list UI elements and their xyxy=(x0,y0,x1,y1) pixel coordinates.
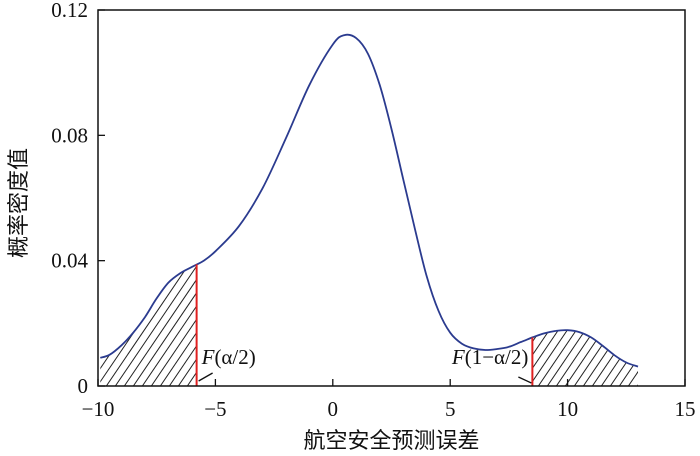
x-axis: −10 −5 0 5 10 15 xyxy=(82,379,696,421)
hatch-line-right xyxy=(655,246,700,386)
hatch-line-right xyxy=(532,330,625,386)
hatch-line-right xyxy=(609,330,638,386)
annotation-leader-right xyxy=(518,376,532,384)
annotation-left: F(α/2) xyxy=(201,345,256,369)
y-tick-label: 0.04 xyxy=(51,249,88,273)
hatch-line-right xyxy=(600,330,638,386)
hatch-line-right xyxy=(555,330,638,386)
plot-frame xyxy=(97,9,686,387)
x-tick-label: −5 xyxy=(204,397,226,421)
annotation-right: F(1−α/2) xyxy=(451,345,529,369)
hatch-line-right xyxy=(582,330,638,386)
x-tick-label: 5 xyxy=(445,397,456,421)
x-tick-label: 15 xyxy=(675,397,696,421)
hatch-line-right xyxy=(564,330,638,386)
hatch-line-left xyxy=(132,264,197,386)
hatch-line-right xyxy=(537,330,634,386)
annotation-left-arg: (α/2) xyxy=(214,345,255,369)
x-tick-label: 0 xyxy=(328,397,339,421)
hatch-line-left xyxy=(159,264,197,386)
hatch-line-left xyxy=(105,264,197,386)
hatch-line-right xyxy=(636,330,638,386)
left-tail-hatch xyxy=(100,264,197,386)
hatch-line-left xyxy=(168,264,197,386)
y-tick-label: 0.08 xyxy=(51,123,88,147)
hatch-line-left xyxy=(114,264,197,386)
annotation-left-prefix: F xyxy=(201,345,215,369)
x-tick-label: 10 xyxy=(557,397,578,421)
hatch-line-left xyxy=(100,264,175,386)
hatch-line-right xyxy=(591,330,638,386)
y-tick-label: 0.12 xyxy=(51,0,88,22)
hatch-line-left xyxy=(123,264,197,386)
hatch-line-right xyxy=(532,330,616,386)
annotation-leader-left xyxy=(198,372,213,382)
y-axis: 0 0.04 0.08 0.12 xyxy=(51,0,105,398)
hatch-line-left xyxy=(177,264,197,386)
annotation-right-prefix: F xyxy=(451,345,465,369)
hatch-line-right xyxy=(627,330,638,386)
density-curve xyxy=(100,33,639,368)
hatch-line-right xyxy=(646,246,700,386)
annotation-right-arg: (1−α/2) xyxy=(465,345,529,369)
y-axis-title: 概率密度值 xyxy=(7,148,32,258)
hatch-line-left xyxy=(150,264,197,386)
x-axis-title: 航空安全预测误差 xyxy=(303,429,479,454)
hatch-line-right xyxy=(573,330,638,386)
hatch-line-left xyxy=(100,264,184,386)
y-tick-label: 0 xyxy=(78,374,89,398)
hatch-line-left xyxy=(141,264,197,386)
hatch-line-right xyxy=(546,330,638,386)
x-tick-label: −10 xyxy=(82,397,115,421)
